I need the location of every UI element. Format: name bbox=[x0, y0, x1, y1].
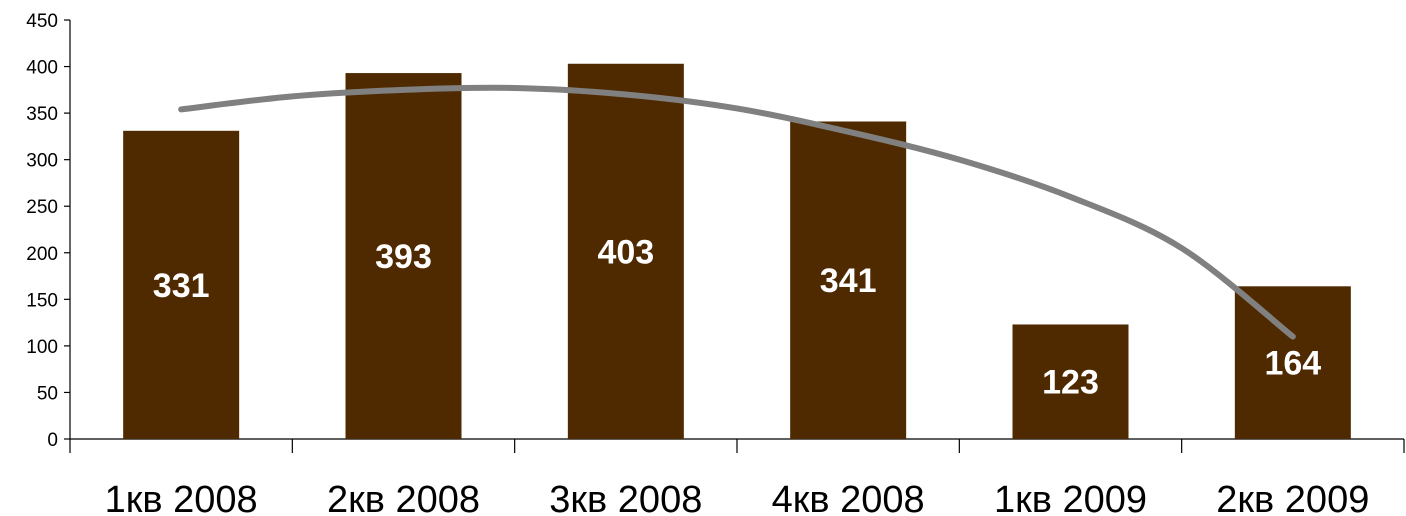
bar-data-label: 331 bbox=[153, 267, 210, 305]
y-tick-label: 150 bbox=[26, 290, 58, 311]
x-category-label: 2кв 2008 bbox=[327, 479, 480, 516]
bar bbox=[123, 130, 240, 439]
bars bbox=[123, 63, 1351, 440]
bar-data-label: 393 bbox=[375, 238, 432, 276]
x-category-label: 1кв 2008 bbox=[105, 479, 258, 516]
bar bbox=[567, 63, 684, 440]
bar-data-label: 164 bbox=[1264, 345, 1321, 383]
data-labels: 331 393 403 341 123 164 bbox=[153, 233, 1321, 401]
y-tick-label: 350 bbox=[26, 104, 58, 125]
bar bbox=[345, 73, 462, 439]
bar-data-label: 341 bbox=[820, 262, 877, 300]
x-category-label: 1кв 2009 bbox=[994, 479, 1147, 516]
x-category-label: 3кв 2008 bbox=[549, 479, 702, 516]
x-category-label: 2кв 2009 bbox=[1216, 479, 1369, 516]
y-tick-label: 50 bbox=[37, 383, 58, 404]
bar bbox=[790, 121, 907, 439]
y-tick-label: 200 bbox=[26, 244, 58, 265]
trendline-path bbox=[178, 84, 1296, 340]
y-tick-label: 100 bbox=[26, 337, 58, 358]
y-tick-label: 0 bbox=[47, 430, 58, 451]
x-axis: 1кв 2008 2кв 2008 3кв 2008 4кв 2008 1кв 2009… bbox=[69, 438, 1405, 516]
bar-data-label: 403 bbox=[597, 233, 654, 271]
bar-data-label: 123 bbox=[1042, 364, 1099, 402]
y-tick-label: 400 bbox=[26, 58, 58, 79]
y-axis: 0 50 100 150 200 250 300 350 400 450 bbox=[26, 11, 71, 451]
y-tick-label: 300 bbox=[26, 151, 58, 172]
x-category-label: 4кв 2008 bbox=[772, 479, 925, 516]
y-tick-label: 450 bbox=[26, 11, 58, 32]
bar bbox=[1012, 324, 1129, 439]
trendline bbox=[178, 84, 1296, 340]
bar bbox=[1234, 286, 1351, 439]
y-tick-label: 250 bbox=[26, 197, 58, 218]
